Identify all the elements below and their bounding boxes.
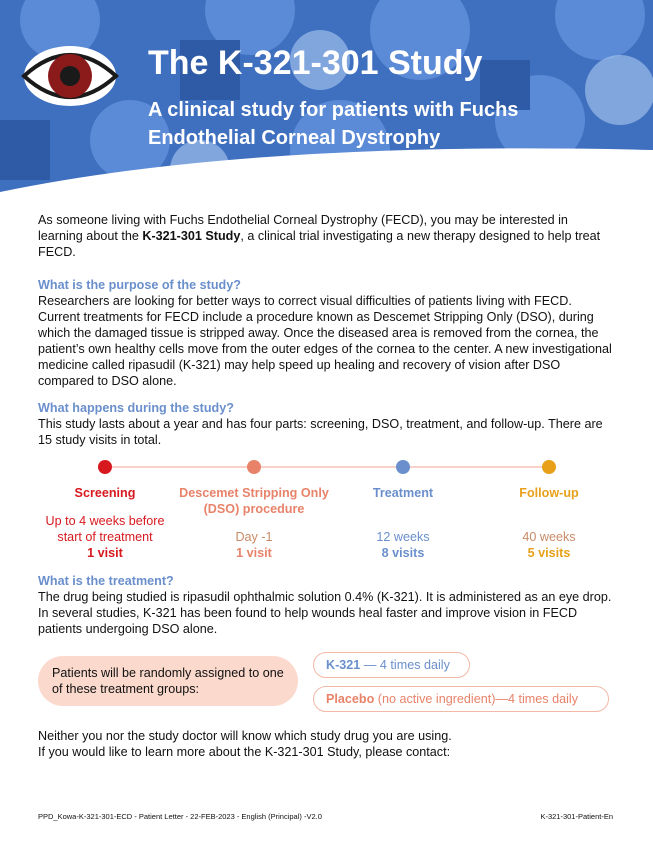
step-detail: 40 weeks (522, 530, 576, 544)
timeline-line (98, 460, 556, 474)
paragraph: This study lasts about a year and has fo… (38, 417, 603, 447)
subtitle: A clinical study for patients with Fuchs… (148, 99, 519, 149)
groups-intro: Patients will be randomly assigned to on… (38, 656, 298, 706)
heading: What happens during the study? (38, 401, 234, 415)
step-label: Descemet Stripping Only (DSO) procedure (179, 486, 329, 516)
paragraph: Researchers are looking for better ways … (38, 294, 612, 388)
intro-text: As someone living with Fuchs Endothelial… (38, 213, 568, 243)
heading: What is the treatment? (38, 574, 174, 588)
step-label: Treatment (372, 486, 434, 500)
header-art (0, 0, 653, 200)
step-visits: 1 visit (236, 546, 272, 560)
step-detail: Day -1 (235, 530, 273, 544)
group-pill: K-321 — 4 times daily (313, 652, 470, 678)
step-label: Screening (74, 486, 136, 500)
group-dose: — 4 times daily (360, 658, 450, 672)
title: The K-321-301 Study (148, 44, 483, 82)
footer-right: K-321-301-Patient-En (540, 812, 613, 821)
group-dose: (no active ingredient)—4 times daily (374, 692, 578, 706)
step-detail: 12 weeks (376, 530, 430, 544)
paragraph: The drug being studied is ripasudil opht… (38, 590, 612, 636)
step-detail: Up to 4 weeks before start of treatment (45, 514, 165, 544)
step-visits: 8 visits (381, 546, 425, 560)
footer-left: PPD_Kowa-K-321-301-ECD - Patient Letter … (38, 812, 322, 821)
group-pill: Placebo (no active ingredient)—4 times d… (313, 686, 609, 712)
step-visits: 1 visit (87, 546, 123, 560)
intro: As someone living with Fuchs Endothelial… (38, 212, 616, 260)
closing: Neither you nor the study doctor will kn… (38, 729, 452, 743)
intro-text: , a clinical trial investigating a new t… (38, 229, 601, 259)
intro-bold: K-321-301 Study (142, 229, 241, 243)
closing: If you would like to learn more about th… (38, 745, 451, 759)
step-visits: 5 visits (527, 546, 571, 560)
step-label: Follow-up (519, 486, 579, 500)
group-name: K-321 (326, 658, 361, 672)
heading: What is the purpose of the study? (38, 278, 241, 292)
group-name: Placebo (326, 692, 375, 706)
